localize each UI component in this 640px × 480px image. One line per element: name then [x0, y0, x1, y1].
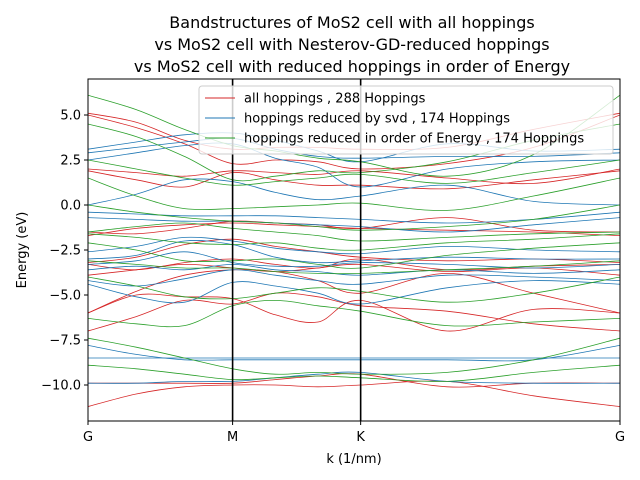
chart-title: Bandstructures of MoS2 cell with all hop…	[134, 13, 570, 76]
x-tick-label: G	[83, 430, 93, 445]
legend-entry-3: hoppings reduced in order of Energy , 17…	[244, 132, 584, 147]
y-tick-label: −7.5	[49, 334, 81, 349]
band-line-series-3-band-3	[88, 159, 620, 186]
legend-entry-2: hoppings reduced by svd , 174 Hoppings	[244, 112, 510, 127]
band-line-series-3-band-8	[88, 242, 620, 269]
band-lines	[88, 94, 620, 407]
y-axis-ticks: 5.0 2.5 0.0 −2.5 −5.0 −7.5 −10.0	[41, 109, 88, 394]
x-axis-label: k (1/nm)	[326, 452, 381, 467]
x-tick-label: K	[356, 430, 365, 445]
band-line-series-1-band-12	[88, 292, 620, 332]
band-line-series-2-band-2	[88, 137, 620, 159]
band-line-series-3-band-7	[88, 233, 620, 251]
band-line-series-3-band-5	[88, 204, 620, 231]
band-line-series-2-band-8	[88, 240, 620, 264]
y-tick-label: 5.0	[60, 109, 81, 124]
band-line-series-3-band-9	[88, 260, 620, 275]
chart-title-line-1: Bandstructures of MoS2 cell with all hop…	[169, 13, 534, 32]
band-line-series-3-band-12	[88, 337, 620, 375]
band-line-series-3-band-6	[88, 222, 620, 242]
y-tick-label: −2.5	[49, 244, 81, 259]
band-line-series-1-band-9	[88, 263, 620, 276]
legend-box	[198, 85, 614, 155]
band-line-series-3-band-11	[88, 299, 620, 328]
band-line-series-2-band-3	[88, 142, 620, 188]
band-line-series-2-band-5	[88, 211, 620, 224]
band-line-series-2-band-10	[88, 263, 620, 276]
band-line-series-2-band-12	[88, 280, 620, 305]
chart-title-line-3: vs MoS2 cell with reduced hoppings in or…	[134, 57, 570, 76]
band-line-series-3-band-13	[88, 364, 620, 382]
band-line-series-2-band-4	[88, 178, 620, 206]
band-line-series-1-band-10	[88, 269, 620, 314]
band-line-series-3-band-4	[88, 177, 620, 211]
band-line-series-2-band-11	[88, 269, 620, 287]
band-line-series-2-band-6	[88, 217, 620, 233]
y-tick-label: 2.5	[60, 154, 81, 169]
legend-entry-1: all hoppings , 288 Hoppings	[244, 92, 426, 107]
chart-title-line-2: vs MoS2 cell with Nesterov-GD-reduced ho…	[154, 35, 549, 54]
band-line-series-3-band-1	[88, 94, 620, 177]
chart-legend: all hoppings , 288 Hoppings hoppings redu…	[198, 85, 614, 155]
band-line-series-1-band-4	[88, 170, 620, 190]
band-line-series-2-band-15	[88, 371, 620, 384]
band-line-series-3-band-10	[88, 276, 620, 303]
y-axis-label: Energy (eV)	[15, 212, 30, 289]
y-tick-label: −5.0	[49, 289, 81, 304]
x-tick-label: G	[615, 430, 625, 445]
band-line-series-1-band-11	[88, 293, 620, 332]
y-tick-label: −10.0	[41, 379, 81, 394]
band-line-series-1-band-14	[88, 380, 620, 407]
x-tick-label: M	[227, 430, 238, 445]
band-line-series-2-band-7	[88, 236, 620, 255]
y-tick-label: 0.0	[60, 199, 81, 214]
